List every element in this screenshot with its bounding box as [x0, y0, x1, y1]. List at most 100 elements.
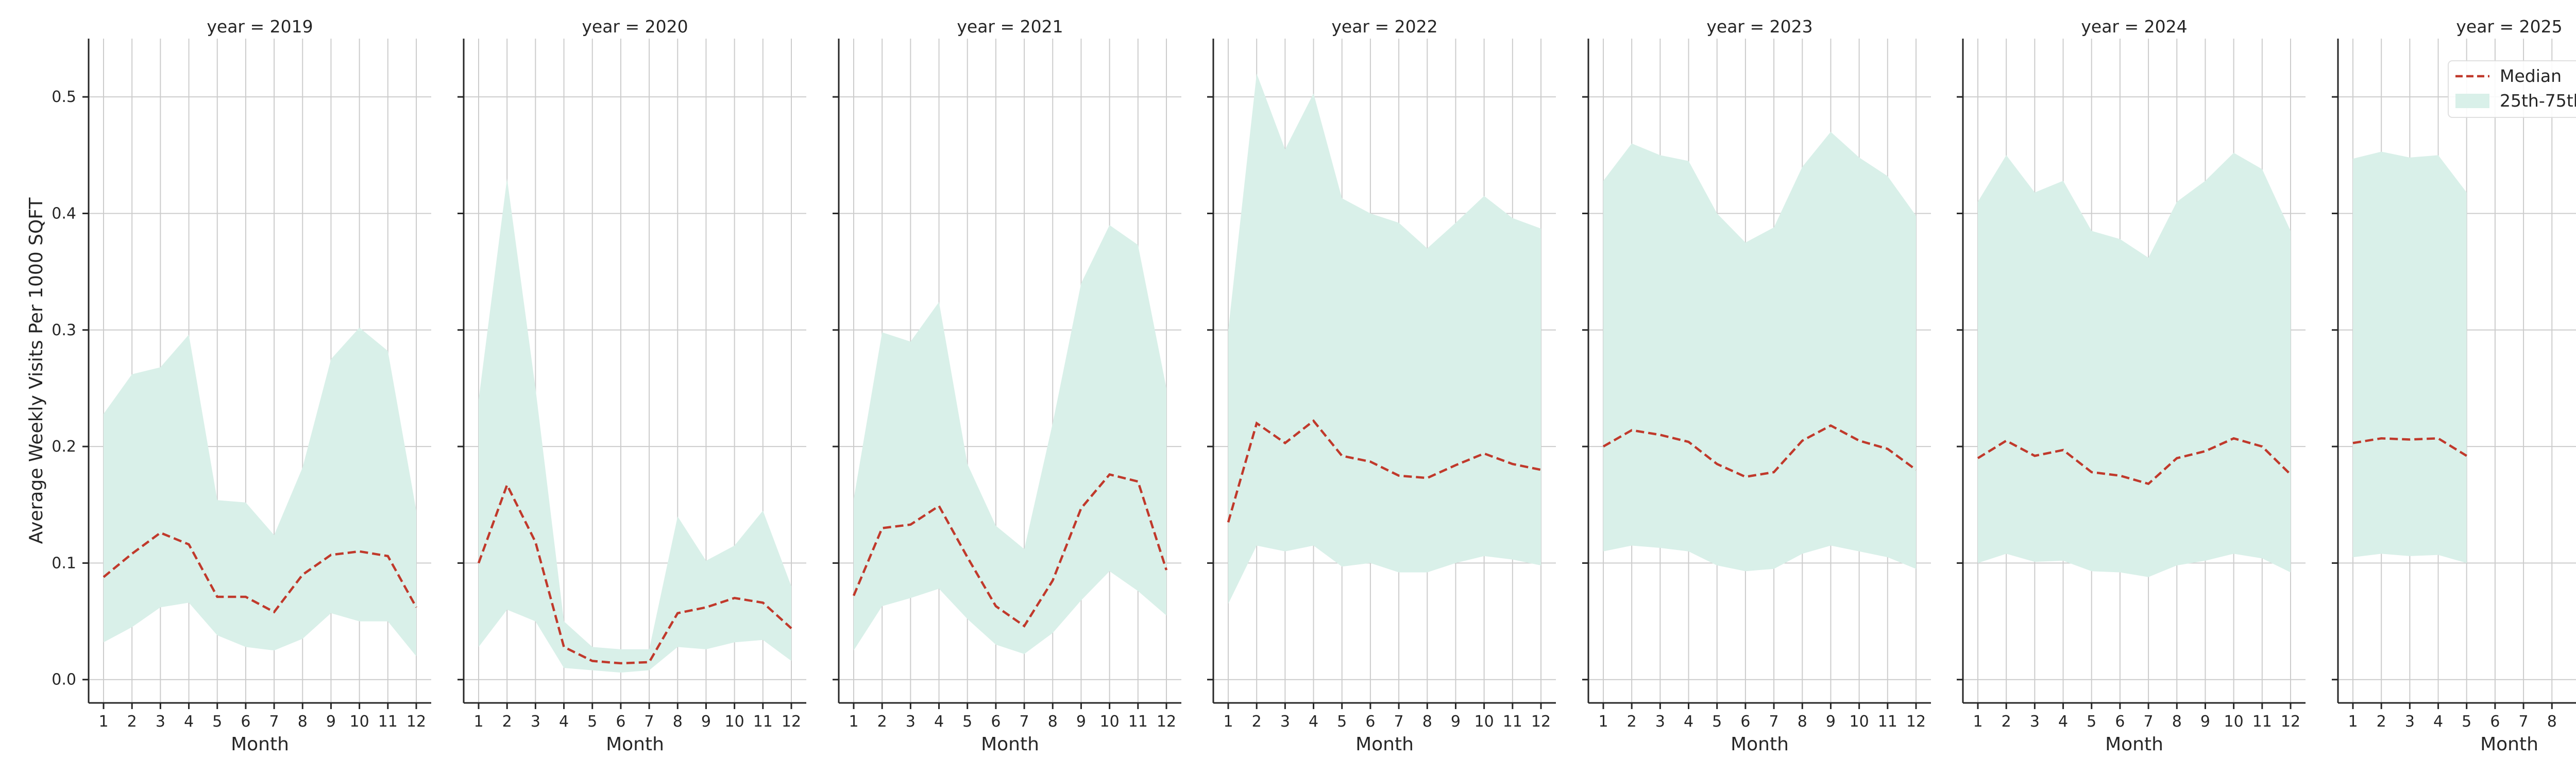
x-tick-label: 4	[2058, 713, 2068, 731]
x-tick-label: 7	[1020, 713, 1029, 731]
panel-title: year = 2023	[1706, 16, 1812, 37]
x-tick-label: 7	[2144, 713, 2154, 731]
x-tick-label: 5	[2462, 713, 2471, 731]
median-line	[1602, 424, 1917, 478]
legend-band-label: 25th-75th Percentile	[2500, 91, 2576, 111]
panel-title: year = 2020	[582, 16, 688, 37]
x-tick-label: 6	[1740, 713, 1750, 731]
x-tick-label: 9	[2575, 713, 2576, 731]
x-tick-label: 9	[2200, 713, 2210, 731]
y-tick-label: 0.4	[52, 204, 76, 222]
x-tick-label: 2	[502, 713, 512, 731]
x-tick-label: 5	[1337, 713, 1347, 731]
x-tick-label: 6	[1365, 713, 1375, 731]
x-tick-label: 5	[962, 713, 972, 731]
panel-title: year = 2024	[2081, 16, 2187, 37]
x-axis-label: Month	[1731, 734, 1789, 755]
x-tick-label: 11	[1128, 713, 1148, 731]
percentile-band	[479, 178, 791, 673]
x-tick-label: 11	[2252, 713, 2272, 731]
x-tick-label: 3	[2405, 713, 2415, 731]
x-tick-label: 10	[725, 713, 744, 731]
panel-title: year = 2022	[1331, 16, 1437, 37]
x-tick-label: 4	[1309, 713, 1318, 731]
x-tick-label: 2	[2377, 713, 2386, 731]
panel-title: year = 2025	[2456, 16, 2562, 37]
x-tick-label: 9	[1076, 713, 1086, 731]
x-tick-label: 12	[1906, 713, 1926, 731]
x-tick-label: 9	[701, 713, 711, 731]
x-tick-label: 1	[1598, 713, 1608, 731]
x-tick-label: 6	[2490, 713, 2500, 731]
y-tick-label: 0.5	[52, 88, 76, 106]
x-tick-label: 6	[991, 713, 1001, 731]
x-tick-label: 6	[616, 713, 625, 731]
x-axis-label: Month	[231, 734, 289, 755]
x-tick-label: 6	[2115, 713, 2125, 731]
x-tick-label: 10	[1475, 713, 1494, 731]
x-tick-label: 4	[559, 713, 569, 731]
x-tick-label: 12	[2281, 713, 2300, 731]
y-axis-label: Average Weekly Visits Per 1000 SQFT	[26, 197, 47, 544]
x-tick-label: 12	[406, 713, 426, 731]
x-tick-label: 5	[212, 713, 222, 731]
x-tick-label: 4	[1684, 713, 1693, 731]
y-tick-label: 0.3	[52, 321, 76, 339]
x-tick-label: 7	[1769, 713, 1779, 731]
x-tick-label: 8	[2547, 713, 2557, 731]
percentile-band	[854, 225, 1166, 654]
x-tick-label: 5	[1712, 713, 1722, 731]
x-tick-label: 5	[2087, 713, 2096, 731]
x-tick-label: 11	[1503, 713, 1522, 731]
x-tick-label: 1	[1223, 713, 1233, 731]
median-line	[2352, 437, 2467, 457]
x-tick-label: 4	[184, 713, 194, 731]
percentile-band	[1978, 152, 2291, 577]
x-tick-label: 9	[1826, 713, 1836, 731]
x-tick-label: 8	[1048, 713, 1058, 731]
x-tick-label: 12	[1531, 713, 1551, 731]
x-tick-label: 1	[1973, 713, 1982, 731]
x-tick-label: 2	[127, 713, 137, 731]
x-tick-label: 3	[2030, 713, 2040, 731]
x-axis-label: Month	[981, 734, 1039, 755]
percentile-band	[2353, 151, 2467, 563]
median-line	[103, 531, 417, 614]
x-tick-label: 2	[877, 713, 887, 731]
x-tick-label: 1	[849, 713, 858, 731]
x-tick-label: 8	[1798, 713, 1807, 731]
x-tick-label: 9	[326, 713, 336, 731]
x-tick-label: 4	[2433, 713, 2443, 731]
x-tick-label: 11	[378, 713, 398, 731]
x-tick-label: 1	[2348, 713, 2358, 731]
x-tick-label: 3	[1655, 713, 1665, 731]
median-line	[477, 482, 792, 665]
median-line	[1227, 419, 1541, 523]
x-tick-label: 3	[1280, 713, 1290, 731]
x-tick-label: 7	[1394, 713, 1404, 731]
percentile-band	[104, 328, 416, 657]
x-tick-label: 4	[934, 713, 944, 731]
y-tick-label: 0.1	[52, 554, 76, 572]
x-tick-label: 8	[2172, 713, 2182, 731]
x-tick-label: 11	[1878, 713, 1897, 731]
x-axis-label: Month	[2105, 734, 2163, 755]
x-tick-label: 3	[531, 713, 540, 731]
x-axis-label: Month	[606, 734, 664, 755]
legend-band-swatch	[2455, 94, 2489, 108]
legend-median-label: Median	[2500, 66, 2562, 86]
x-tick-label: 2	[1627, 713, 1637, 731]
x-tick-label: 7	[645, 713, 654, 731]
x-tick-label: 2	[2002, 713, 2011, 731]
x-tick-label: 10	[1850, 713, 1869, 731]
x-tick-label: 5	[587, 713, 597, 731]
x-tick-label: 1	[98, 713, 108, 731]
percentile-band	[1228, 73, 1541, 604]
median-line	[1977, 437, 2292, 486]
x-tick-label: 8	[298, 713, 308, 731]
y-tick-label: 0.0	[52, 671, 76, 689]
x-tick-label: 7	[269, 713, 279, 731]
x-tick-label: 10	[1100, 713, 1120, 731]
panel-title: year = 2021	[957, 16, 1063, 37]
